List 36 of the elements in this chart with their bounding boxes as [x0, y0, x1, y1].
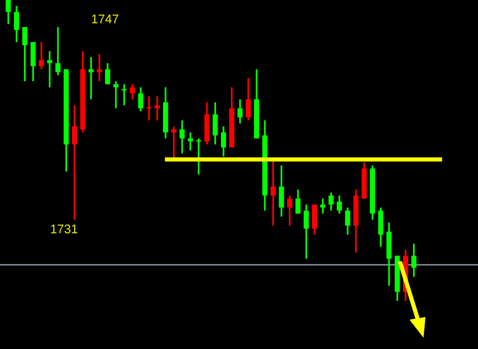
candlestick	[96, 53, 102, 82]
candlestick	[270, 158, 276, 226]
candlestick	[72, 104, 78, 220]
candlestick	[113, 80, 118, 110]
candlestick	[105, 62, 110, 86]
candlestick	[237, 98, 243, 124]
candlestick	[320, 198, 326, 214]
candlestick	[345, 206, 350, 236]
candlestick	[138, 86, 144, 112]
candlestick	[38, 41, 44, 70]
candlestick	[14, 5, 20, 43]
candlestick	[122, 83, 127, 106]
candlestick	[336, 194, 342, 214]
candlestick	[154, 95, 160, 122]
candlestick	[196, 138, 202, 176]
candlestick	[220, 126, 226, 158]
annotation: 1747	[92, 14, 118, 24]
candlestick	[304, 204, 309, 260]
candlestick	[287, 194, 292, 226]
candlestick	[411, 242, 416, 278]
candlestick	[88, 56, 94, 100]
candlestick	[188, 132, 193, 152]
candlestick	[278, 164, 284, 218]
candlestick	[246, 77, 251, 122]
annotation: 1731	[51, 224, 78, 234]
candlestick	[130, 83, 135, 100]
candlestick	[295, 188, 301, 214]
candlestick	[180, 120, 185, 154]
candlestick	[212, 101, 218, 146]
candlestick	[47, 50, 52, 88]
candlestick	[328, 192, 334, 212]
candlestick	[171, 126, 176, 160]
candlestick	[6, 0, 11, 25]
candlestick	[22, 26, 28, 82]
candlestick	[146, 95, 152, 122]
candlestick	[55, 26, 61, 76]
